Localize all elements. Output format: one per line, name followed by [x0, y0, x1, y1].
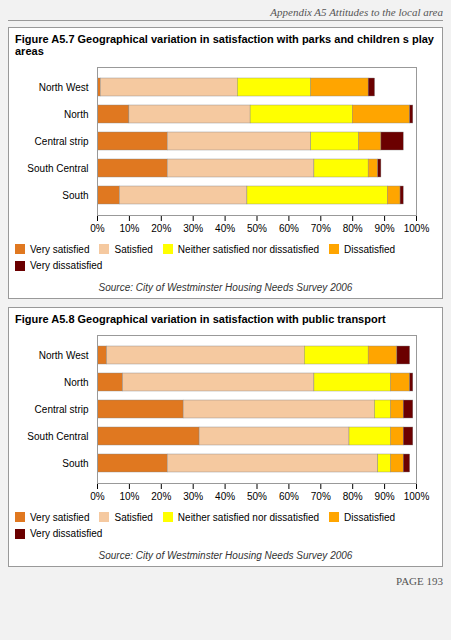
html-text:Dissatisfied: Dissatisfied — [344, 243, 396, 255]
html-text:Very satisfied: Very satisfied — [30, 243, 90, 255]
svg-text:30%: 30% — [183, 491, 203, 502]
svg-text:North West: North West — [39, 350, 89, 361]
svg-text:60%: 60% — [279, 223, 299, 234]
svg-text:North: North — [64, 377, 88, 388]
html-text:PAGE 193: PAGE 193 — [396, 575, 443, 587]
html-text:Very dissatisfied: Very dissatisfied — [30, 528, 103, 540]
svg-text:South Central: South Central — [27, 431, 88, 442]
html-text:Satisfied: Satisfied — [114, 511, 153, 523]
svg-text:70%: 70% — [311, 491, 331, 502]
svg-text:0%: 0% — [90, 491, 105, 502]
svg-text:0%: 0% — [90, 223, 105, 234]
svg-text:50%: 50% — [247, 223, 267, 234]
svg-text:50%: 50% — [247, 491, 267, 502]
html-text:Very satisfied: Very satisfied — [30, 511, 90, 523]
svg-text:60%: 60% — [279, 491, 299, 502]
svg-text:South: South — [62, 458, 88, 469]
svg-text:90%: 90% — [375, 223, 395, 234]
html-text:Neither satisfied nor dissatis: Neither satisfied nor dissatisfied — [177, 511, 319, 523]
html-text:Very dissatisfied: Very dissatisfied — [30, 260, 103, 272]
svg-text:80%: 80% — [343, 223, 363, 234]
svg-text:20%: 20% — [151, 223, 171, 234]
svg-text:40%: 40% — [215, 223, 235, 234]
svg-text:100%: 100% — [404, 491, 430, 502]
html-text:Source: City of Westminster Ho: Source: City of Westminster Housing Need… — [98, 282, 353, 293]
svg-text:North: North — [64, 109, 88, 120]
svg-text:80%: 80% — [343, 491, 363, 502]
svg-text:40%: 40% — [215, 491, 235, 502]
svg-text:Central strip: Central strip — [35, 136, 89, 147]
html-text:Satisfied: Satisfied — [114, 243, 153, 255]
html-text:Figure A5.7 Geographical varia: Figure A5.7 Geographical variation in sa… — [15, 33, 434, 57]
svg-text:North West: North West — [39, 82, 89, 93]
html-text:Neither satisfied nor dissatis: Neither satisfied nor dissatisfied — [177, 243, 319, 255]
html-text:Appendix A5 Attitudes to the l: Appendix A5 Attitudes to the local area — [270, 6, 443, 18]
svg-text:South Central: South Central — [27, 163, 88, 174]
svg-text:100%: 100% — [404, 223, 430, 234]
svg-text:South: South — [62, 190, 88, 201]
svg-text:10%: 10% — [119, 223, 139, 234]
svg-text:70%: 70% — [311, 223, 331, 234]
svg-text:90%: 90% — [375, 491, 395, 502]
svg-text:10%: 10% — [119, 491, 139, 502]
html-text:Figure A5.8 Geographical varia: Figure A5.8 Geographical variation in sa… — [15, 313, 386, 325]
svg-text:20%: 20% — [151, 491, 171, 502]
html-text:Dissatisfied: Dissatisfied — [344, 511, 396, 523]
html-text:Source: City of Westminster Ho: Source: City of Westminster Housing Need… — [98, 550, 353, 561]
svg-text:Central strip: Central strip — [35, 404, 89, 415]
svg-text:30%: 30% — [183, 223, 203, 234]
